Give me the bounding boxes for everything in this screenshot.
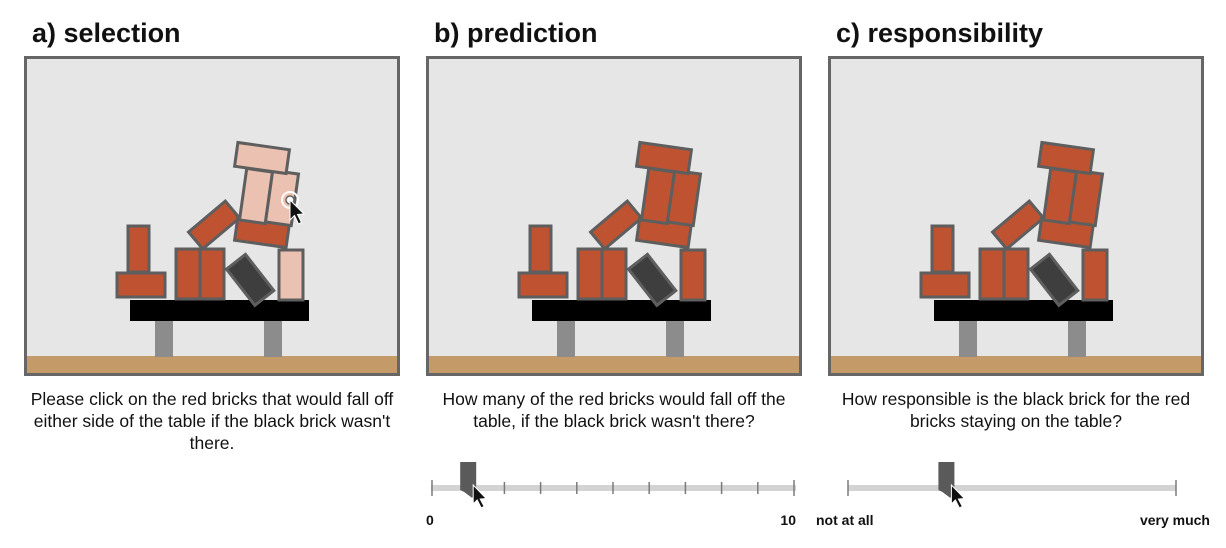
red-brick xyxy=(930,224,955,274)
red-brick xyxy=(186,199,242,251)
red-brick xyxy=(588,199,644,251)
floor xyxy=(831,356,1201,373)
question-text: Please click on the red bricks that woul… xyxy=(30,389,394,453)
slider-max-label: 10 xyxy=(780,512,796,528)
question-text: How many of the red bricks would fall of… xyxy=(442,389,786,431)
slider-handle-icon xyxy=(938,462,966,508)
red-brick xyxy=(1081,248,1109,302)
question-text: How responsible is the black brick for t… xyxy=(841,389,1191,431)
panel-title: c) responsibility xyxy=(836,18,1044,48)
scene xyxy=(828,56,1204,376)
red-brick xyxy=(528,224,553,274)
red-brick xyxy=(679,248,707,302)
responsibility-slider[interactable]: not at all very much xyxy=(816,452,1210,542)
panel-responsibility: c) responsibility How responsible xyxy=(816,0,1210,548)
table-leg xyxy=(1068,321,1086,357)
count-slider[interactable]: 0 10 xyxy=(426,452,802,542)
red-brick xyxy=(517,271,569,299)
table-leg xyxy=(155,321,173,357)
slider-handle-icon xyxy=(460,462,488,508)
table-leg xyxy=(959,321,977,357)
table-top xyxy=(934,300,1113,321)
panel-prediction: b) prediction How many of the red xyxy=(426,0,802,548)
red-brick xyxy=(600,247,628,301)
red-brick xyxy=(990,199,1046,251)
panel-title: b) prediction xyxy=(434,18,598,48)
red-brick xyxy=(978,247,1006,301)
table-top xyxy=(130,300,309,321)
panel-selection: a) selection xyxy=(24,0,400,548)
table-leg xyxy=(557,321,575,357)
mouse-pointer-icon xyxy=(950,483,966,508)
black-brick xyxy=(1028,252,1080,308)
table-top xyxy=(532,300,711,321)
mouse-pointer-icon xyxy=(472,483,488,508)
slider-min-label: 0 xyxy=(426,512,434,528)
slider-track xyxy=(848,485,1176,491)
red-brick xyxy=(174,247,202,301)
panel-title: a) selection xyxy=(32,18,181,48)
red-brick xyxy=(665,168,703,228)
floor xyxy=(27,356,397,373)
table-leg xyxy=(666,321,684,357)
mouse-pointer-icon xyxy=(289,198,306,225)
red-brick-selected xyxy=(232,140,292,176)
red-brick xyxy=(576,247,604,301)
red-brick-selected xyxy=(277,248,305,302)
red-brick xyxy=(198,247,226,301)
black-brick xyxy=(626,252,678,308)
red-brick xyxy=(126,224,151,274)
red-brick xyxy=(1067,168,1105,228)
floor xyxy=(429,356,799,373)
red-brick xyxy=(115,271,167,299)
black-brick xyxy=(224,252,276,308)
scene xyxy=(426,56,802,376)
table-leg xyxy=(264,321,282,357)
slider-max-label: very much xyxy=(1139,512,1210,528)
slider-min-label: not at all xyxy=(816,512,874,528)
red-brick xyxy=(1036,140,1096,176)
scene[interactable] xyxy=(24,56,400,376)
red-brick xyxy=(634,140,694,176)
red-brick xyxy=(1002,247,1030,301)
red-brick xyxy=(919,271,971,299)
